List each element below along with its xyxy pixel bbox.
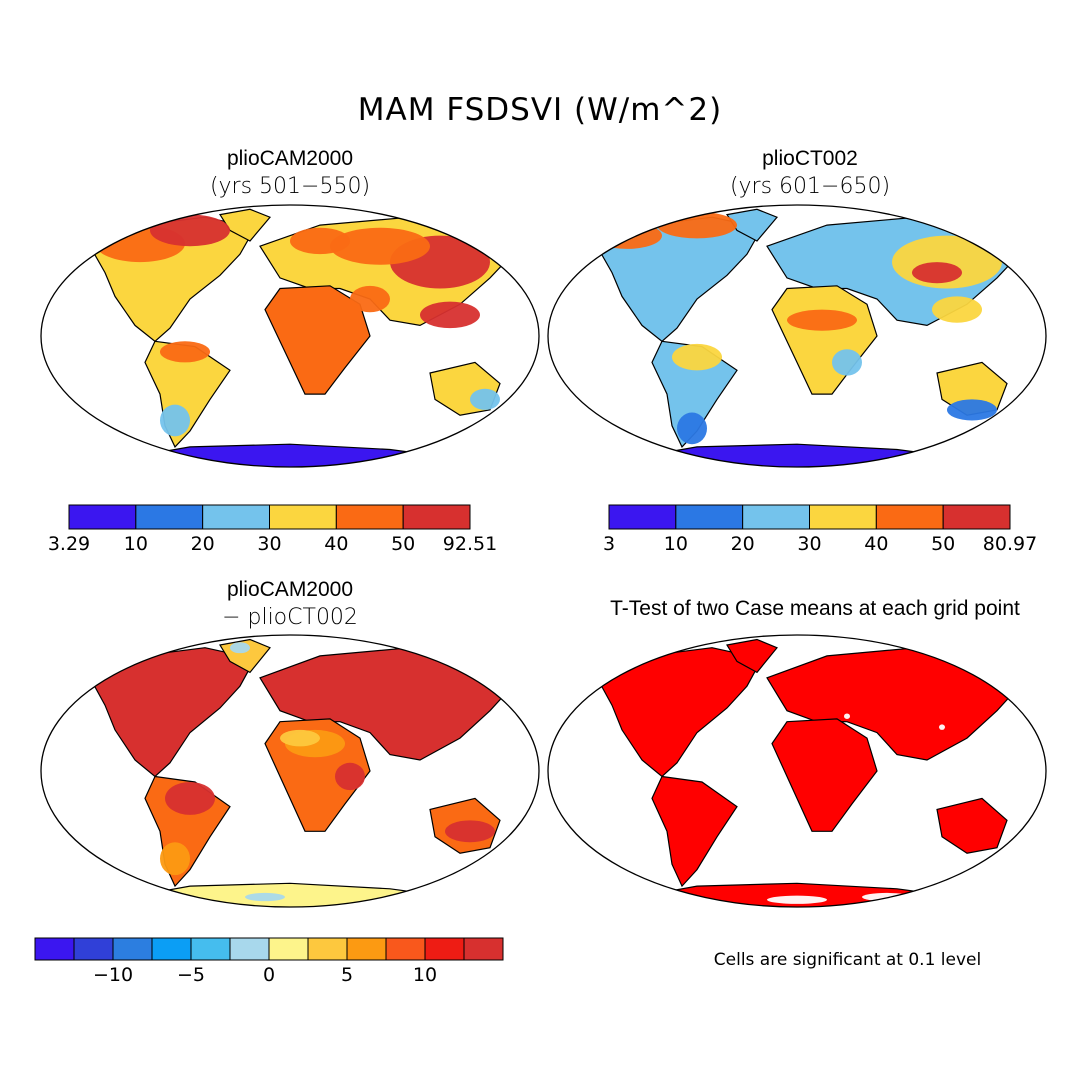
colorbar-1-swatch-1 xyxy=(135,504,204,530)
colorbar-2-tick-label-1: 10 xyxy=(664,533,688,555)
map1-region-3 xyxy=(330,227,430,265)
map4-africa xyxy=(771,718,878,832)
map4-south-america xyxy=(651,775,738,888)
map2-region-6 xyxy=(947,399,997,421)
map2-region-0 xyxy=(592,222,662,249)
significance-note: Cells are significant at 0.1 level xyxy=(713,950,982,970)
colorbar-3-swatch-3 xyxy=(151,937,192,961)
map4-australia xyxy=(936,797,1008,854)
colorbar-1-tick-label-3: 30 xyxy=(257,533,281,555)
colorbar-3-tick-label-0: −10 xyxy=(93,964,133,986)
map1-region-1 xyxy=(150,214,230,247)
map4-greenland xyxy=(726,638,778,674)
colorbar-2-swatch-5 xyxy=(942,504,1011,530)
colorbar-3-swatch-5 xyxy=(229,937,270,961)
map2-region-9 xyxy=(672,343,722,371)
colorbar-1-swatch-3 xyxy=(269,504,337,530)
colorbar-1-tick-label-1: 10 xyxy=(124,533,148,555)
map1-region-4 xyxy=(290,227,350,255)
colorbar-2-swatch-2 xyxy=(742,504,811,530)
map1-region-8 xyxy=(420,301,480,329)
map-panel-3 xyxy=(40,634,540,908)
panel1-title: plioCAM2000 xyxy=(226,147,354,170)
map4-region-0 xyxy=(767,895,827,904)
colorbar-2-tick-label-3: 30 xyxy=(797,533,821,555)
panel3-subtitle: − plioCT002 xyxy=(222,605,358,630)
map3-region-6 xyxy=(230,642,250,654)
colorbar-3-swatch-11 xyxy=(463,937,504,961)
colorbar-1-swatch-5 xyxy=(402,504,471,530)
panel1-subtitle: (yrs 501−550) xyxy=(209,174,371,199)
map2-australia xyxy=(936,361,1008,416)
colorbar-2-tick-label-4: 40 xyxy=(864,533,888,555)
panel4-title: T-Test of two Case means at each grid po… xyxy=(610,597,1020,620)
map-panel-1 xyxy=(40,204,540,468)
map3-north-america xyxy=(89,647,256,778)
colorbar-2-swatch-0 xyxy=(608,504,677,530)
colorbar-1-swatch-4 xyxy=(335,504,404,530)
map1-africa xyxy=(264,285,371,395)
colorbar-1-tick-label-5: 50 xyxy=(391,533,415,555)
colorbar-panel-3: −10 −5 0 5 10 xyxy=(34,937,504,986)
map3-region-4 xyxy=(160,842,190,876)
colorbar-3-tick-label-2: 0 xyxy=(263,964,275,986)
map2-frame xyxy=(547,204,1047,468)
map2-region-7 xyxy=(677,412,707,445)
map1-region-7 xyxy=(470,388,500,410)
colorbar-1-tick-label-0: 3.29 xyxy=(48,533,90,555)
map3-region-2 xyxy=(280,729,320,747)
colorbar-3-swatch-4 xyxy=(190,937,231,961)
colorbar-1-swatch-0 xyxy=(68,504,137,530)
panel3-title: plioCAM2000 xyxy=(226,578,354,601)
colorbar-3-swatch-7 xyxy=(307,937,348,961)
map4-north-america xyxy=(596,647,763,778)
colorbar-3-swatch-10 xyxy=(424,937,465,961)
map3-region-0 xyxy=(165,781,215,815)
map-panel-2 xyxy=(547,204,1047,468)
colorbar-3-swatch-0 xyxy=(34,937,75,961)
colorbar-3-swatch-2 xyxy=(112,937,153,961)
map4-frame xyxy=(547,634,1047,908)
map2-region-4 xyxy=(787,309,857,331)
map3-region-5 xyxy=(445,820,495,843)
colorbar-1-tick-label-2: 20 xyxy=(191,533,215,555)
map3-region-7 xyxy=(245,892,285,902)
map2-region-3 xyxy=(912,262,962,284)
map4-region-3 xyxy=(939,724,945,730)
colorbar-2-swatch-3 xyxy=(809,504,877,530)
map-panel-4 xyxy=(547,634,1047,908)
map3-region-3 xyxy=(335,762,365,791)
colorbar-3-swatch-9 xyxy=(385,937,426,961)
map2-region-5 xyxy=(932,296,982,323)
colorbar-3-swatch-8 xyxy=(346,937,387,961)
colorbar-2-tick-label-2: 20 xyxy=(731,533,755,555)
colorbar-1-tick-label-6: 92.51 xyxy=(443,533,497,555)
colorbar-1-swatch-2 xyxy=(202,504,271,530)
colorbar-panel-1: 3.29 10 20 30 40 50 92.51 xyxy=(48,504,497,555)
colorbar-3-swatch-1 xyxy=(73,937,114,961)
map2-region-8 xyxy=(832,349,862,376)
colorbar-3-tick-label-3: 5 xyxy=(341,964,353,986)
colorbar-1-tick-label-4: 40 xyxy=(324,533,348,555)
panel2-title: plioCT002 xyxy=(762,147,858,170)
colorbar-2-swatch-4 xyxy=(875,504,944,530)
map1-frame xyxy=(40,204,540,468)
colorbar-3-swatch-6 xyxy=(268,937,309,961)
map1-region-9 xyxy=(350,285,390,313)
panel2-subtitle: (yrs 601−650) xyxy=(729,174,891,199)
map3-frame xyxy=(40,634,540,908)
colorbar-2-tick-label-6: 80.97 xyxy=(983,533,1037,555)
map1-region-5 xyxy=(160,341,210,363)
colorbar-2-swatch-1 xyxy=(675,504,744,530)
colorbar-2-tick-label-5: 50 xyxy=(931,533,955,555)
main-title: MAM FSDSVI (W/m^2) xyxy=(357,92,723,128)
colorbar-3-tick-label-1: −5 xyxy=(177,964,205,986)
map1-region-6 xyxy=(160,404,190,437)
map4-region-2 xyxy=(844,713,850,719)
colorbar-2-tick-label-0: 3 xyxy=(603,533,615,555)
colorbar-3-tick-label-4: 10 xyxy=(413,964,437,986)
colorbar-panel-2: 3 10 20 30 40 50 80.97 xyxy=(603,504,1037,555)
